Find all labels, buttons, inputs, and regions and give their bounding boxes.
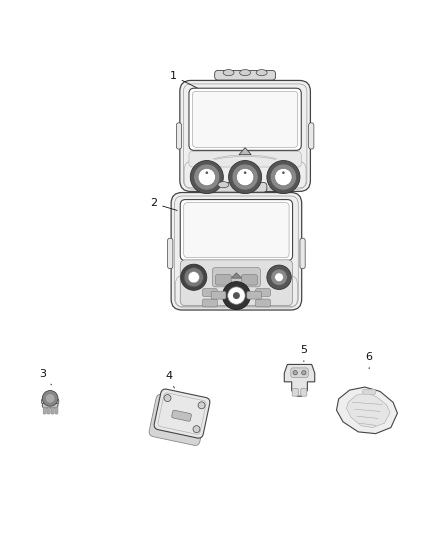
Circle shape [270, 164, 297, 190]
FancyBboxPatch shape [202, 299, 217, 307]
FancyBboxPatch shape [215, 274, 231, 285]
Circle shape [267, 265, 291, 289]
FancyBboxPatch shape [211, 291, 226, 299]
Polygon shape [239, 148, 251, 155]
FancyBboxPatch shape [149, 394, 207, 446]
FancyBboxPatch shape [168, 238, 173, 269]
FancyBboxPatch shape [255, 289, 270, 296]
Circle shape [223, 281, 251, 310]
FancyBboxPatch shape [43, 407, 46, 414]
Text: 1: 1 [170, 71, 199, 89]
Polygon shape [336, 387, 397, 434]
FancyBboxPatch shape [180, 260, 293, 305]
FancyBboxPatch shape [300, 238, 305, 269]
Ellipse shape [240, 70, 251, 76]
FancyBboxPatch shape [215, 70, 276, 80]
FancyBboxPatch shape [177, 123, 182, 149]
Circle shape [46, 393, 55, 403]
Circle shape [188, 272, 199, 283]
FancyBboxPatch shape [291, 368, 308, 377]
Circle shape [233, 292, 240, 299]
FancyBboxPatch shape [171, 192, 302, 310]
Text: 2: 2 [150, 198, 177, 211]
Polygon shape [284, 365, 315, 396]
FancyBboxPatch shape [154, 389, 210, 438]
Circle shape [184, 268, 203, 287]
Circle shape [293, 370, 297, 375]
Circle shape [198, 402, 205, 409]
Circle shape [237, 168, 254, 186]
Circle shape [164, 394, 171, 401]
Ellipse shape [223, 70, 234, 76]
FancyBboxPatch shape [206, 182, 267, 192]
FancyBboxPatch shape [242, 274, 257, 285]
FancyBboxPatch shape [202, 289, 217, 296]
Circle shape [228, 287, 245, 304]
FancyBboxPatch shape [212, 268, 260, 287]
FancyBboxPatch shape [309, 123, 314, 149]
Circle shape [181, 264, 207, 290]
Circle shape [244, 172, 247, 174]
Text: 6: 6 [366, 352, 373, 369]
Circle shape [205, 172, 208, 174]
Text: 5: 5 [300, 345, 307, 362]
Polygon shape [346, 393, 390, 427]
Circle shape [302, 370, 306, 375]
Circle shape [198, 168, 215, 186]
Polygon shape [231, 273, 242, 278]
Text: 4: 4 [166, 371, 174, 388]
FancyBboxPatch shape [184, 203, 289, 257]
FancyBboxPatch shape [55, 407, 58, 414]
FancyBboxPatch shape [189, 88, 301, 150]
Circle shape [267, 160, 300, 193]
Circle shape [190, 160, 223, 193]
FancyBboxPatch shape [363, 389, 376, 394]
FancyBboxPatch shape [51, 407, 54, 414]
FancyBboxPatch shape [184, 84, 307, 188]
FancyBboxPatch shape [301, 389, 307, 396]
FancyBboxPatch shape [180, 199, 293, 261]
FancyBboxPatch shape [42, 399, 59, 403]
Circle shape [232, 164, 258, 190]
Circle shape [229, 160, 261, 193]
FancyBboxPatch shape [292, 389, 298, 396]
Ellipse shape [244, 182, 255, 188]
FancyBboxPatch shape [175, 196, 298, 306]
FancyBboxPatch shape [47, 407, 50, 414]
FancyBboxPatch shape [180, 80, 311, 191]
FancyBboxPatch shape [247, 291, 261, 299]
Circle shape [282, 172, 285, 174]
Circle shape [193, 426, 200, 433]
FancyBboxPatch shape [42, 398, 58, 408]
FancyBboxPatch shape [192, 91, 298, 147]
Ellipse shape [256, 70, 267, 76]
Circle shape [42, 391, 58, 406]
Ellipse shape [218, 182, 229, 188]
Circle shape [275, 168, 292, 186]
Text: 3: 3 [39, 369, 51, 385]
FancyBboxPatch shape [255, 299, 270, 307]
FancyBboxPatch shape [172, 410, 191, 421]
Circle shape [271, 269, 287, 286]
FancyBboxPatch shape [189, 151, 301, 167]
Circle shape [194, 164, 220, 190]
Circle shape [275, 273, 283, 281]
